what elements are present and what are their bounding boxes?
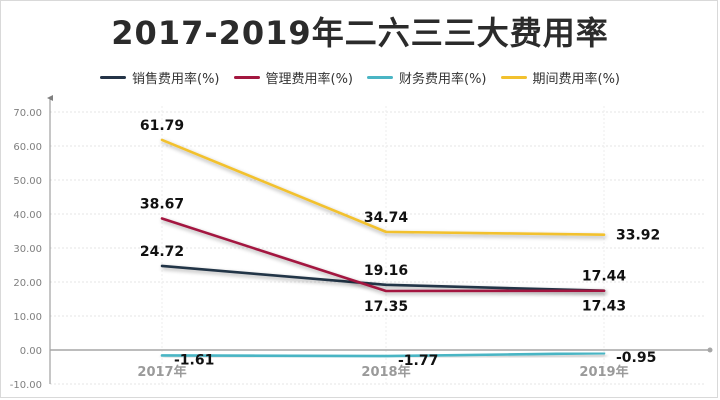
legend-item-sales: 销售费用率(%): [100, 68, 220, 87]
x-tick-label: 2018年: [361, 364, 410, 380]
y-tick-label: 30.00: [13, 244, 42, 255]
data-label-admin: 38.67: [140, 197, 184, 213]
legend-label-finance: 财务费用率(%): [399, 72, 487, 87]
y-tick-label: 10.00: [13, 312, 42, 323]
series-layer: [160, 138, 606, 358]
legend-label-sales: 销售费用率(%): [132, 72, 220, 87]
legend-label-admin: 管理费用率(%): [265, 72, 354, 87]
x-axis-end-dot: [707, 347, 713, 353]
legend-swatch-finance: [367, 76, 393, 79]
chart-title: 2017-2019年二六三三大费用率: [111, 14, 609, 52]
legend-item-admin: 管理费用率(%): [233, 68, 354, 87]
data-label-sales: 17.44: [582, 269, 627, 285]
y-tick-label: 70.00: [13, 108, 42, 119]
y-tick-label: 50.00: [13, 176, 42, 187]
y-tick-label: 60.00: [13, 142, 42, 153]
data-label-period: 61.79: [140, 118, 184, 134]
data-label-finance: -1.61: [174, 352, 214, 368]
legend-item-period: 期间费用率(%): [500, 68, 621, 87]
label-layer: 24.72 19.16 17.44 38.67 17.35 17.43 -1.61 -1.77…: [140, 118, 660, 369]
data-label-finance: -0.95: [616, 350, 656, 366]
y-tick-label: -10.00: [10, 380, 42, 391]
legend-label-period: 期间费用率(%): [532, 72, 621, 87]
legend-item-finance: 财务费用率(%): [367, 68, 487, 87]
legend-swatch-sales: [100, 76, 126, 79]
y-tick-label: 40.00: [13, 210, 42, 221]
data-label-sales: 19.16: [364, 263, 408, 279]
data-label-period: 33.92: [616, 228, 660, 244]
data-label-finance: -1.77: [398, 353, 438, 369]
legend-swatch-admin: [233, 76, 260, 79]
series-line-finance: [160, 351, 606, 358]
data-label-period: 34.74: [364, 210, 409, 226]
y-tick-label: 20.00: [13, 278, 42, 289]
axis-layer: -10.00 0.00 10.00 20.00 30.00 40.00 50.00 60.00…: [10, 95, 713, 391]
chart-legend: 销售费用率(%) 管理费用率(%) 财务费用率(%) 期间费用率(%): [0, 68, 720, 87]
legend-swatch-period: [500, 76, 527, 79]
series-line-admin: [160, 217, 606, 293]
data-label-admin: 17.35: [364, 299, 408, 315]
data-label-sales: 24.72: [140, 244, 184, 260]
x-tick-label: 2017年: [137, 364, 186, 380]
series-line-sales: [160, 264, 606, 293]
y-tick-label: 0.00: [20, 346, 42, 357]
series-line-period: [160, 138, 606, 236]
x-tick-label: 2019年: [579, 364, 628, 380]
data-label-admin: 17.43: [582, 299, 626, 315]
